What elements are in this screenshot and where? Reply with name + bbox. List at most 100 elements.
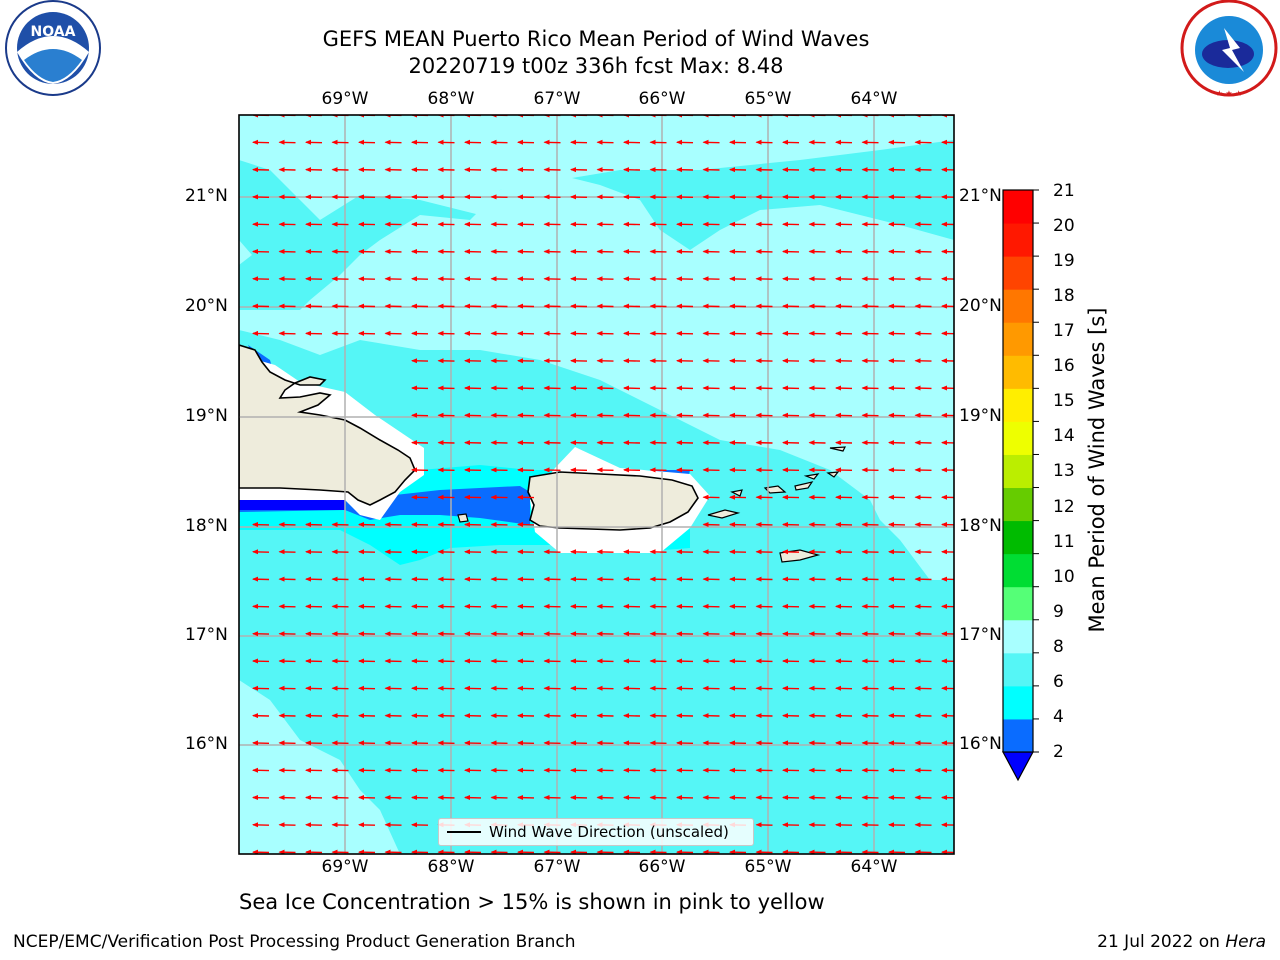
wave-direction-arrow <box>649 276 667 282</box>
wave-direction-arrow <box>490 167 508 173</box>
wave-direction-arrow <box>331 603 349 609</box>
wave-direction-arrow <box>490 276 508 282</box>
wave-direction-arrow <box>358 167 376 173</box>
wave-direction-arrow <box>305 795 323 800</box>
svg-text:★ ★ ★: ★ ★ ★ <box>1216 89 1243 98</box>
wave-direction-arrow <box>570 767 588 773</box>
wave-direction-arrow <box>490 194 508 200</box>
lat-label-right-16n: 16°N <box>959 734 1002 754</box>
colorbar-swatch <box>1003 553 1033 588</box>
wave-direction-arrow <box>702 849 720 854</box>
wave-direction-arrow <box>941 139 954 145</box>
wave-direction-arrow <box>782 139 800 145</box>
wave-direction-arrow <box>941 658 954 664</box>
wave-direction-arrow <box>914 522 932 527</box>
wave-direction-arrow <box>676 139 694 145</box>
colorbar-tick: 18 <box>1053 286 1075 306</box>
wave-direction-arrow <box>649 330 667 336</box>
wave-direction-arrow <box>517 467 535 473</box>
wave-direction-arrow <box>808 467 826 473</box>
wave-direction-arrow <box>782 685 800 691</box>
wave-direction-arrow <box>835 276 853 282</box>
wave-direction-arrow <box>861 167 879 173</box>
wave-direction-arrow <box>835 822 853 828</box>
wave-direction-arrow <box>835 330 853 336</box>
wave-direction-arrow <box>649 767 667 773</box>
wave-direction-arrow <box>252 303 270 309</box>
wave-direction-arrow <box>941 522 954 527</box>
wave-direction-arrow <box>331 139 349 145</box>
wave-direction-arrow <box>411 767 429 773</box>
wave-direction-arrow <box>517 549 535 555</box>
wave-direction-arrow <box>596 276 614 282</box>
wave-direction-arrow <box>252 795 270 800</box>
colorbar-swatch <box>1003 355 1033 389</box>
wave-direction-arrow <box>570 631 588 637</box>
wave-direction-arrow <box>782 603 800 609</box>
wave-direction-arrow <box>490 576 508 582</box>
wave-direction-arrow <box>331 822 349 828</box>
wave-direction-arrow <box>331 849 349 854</box>
wave-direction-arrow <box>596 795 614 800</box>
wave-direction-arrow <box>729 276 747 282</box>
wave-direction-arrow <box>914 631 932 637</box>
wave-direction-arrow <box>808 795 826 800</box>
wave-direction-arrow <box>464 603 482 609</box>
wave-direction-arrow <box>676 385 694 391</box>
colorbar-tick: 6 <box>1053 672 1064 692</box>
wave-direction-arrow <box>517 685 535 691</box>
colorbar-swatch <box>1003 454 1033 489</box>
lon-label-bottom-68w: 68°W <box>427 857 475 877</box>
wave-direction-arrow <box>437 713 455 719</box>
wave-direction-arrow <box>411 221 429 227</box>
wave-direction-arrow <box>543 767 561 773</box>
wave-direction-arrow <box>543 358 561 364</box>
wave-direction-arrow <box>464 358 482 364</box>
wave-direction-arrow <box>755 658 773 664</box>
wave-direction-arrow <box>437 658 455 664</box>
wave-direction-arrow <box>941 276 954 282</box>
wave-direction-arrow <box>358 330 376 336</box>
wave-direction-arrow <box>623 194 641 200</box>
wave-direction-arrow <box>649 221 667 227</box>
wave-direction-arrow <box>623 303 641 309</box>
wave-direction-arrow <box>252 221 270 227</box>
wave-direction-arrow <box>941 740 954 746</box>
wave-direction-arrow <box>888 740 906 746</box>
wave-direction-arrow <box>464 440 482 446</box>
wave-direction-arrow <box>861 549 879 555</box>
wave-direction-arrow <box>835 385 853 391</box>
wave-direction-arrow <box>252 631 270 637</box>
wave-direction-arrow <box>888 358 906 364</box>
wave-direction-arrow <box>517 330 535 336</box>
wave-direction-arrow <box>570 740 588 746</box>
wave-direction-arrow <box>464 303 482 309</box>
wave-direction-arrow <box>729 385 747 391</box>
wave-direction-arrow <box>888 194 906 200</box>
colorbar-swatch <box>1003 652 1033 687</box>
wave-direction-arrow <box>278 658 296 664</box>
graticule <box>239 115 954 854</box>
wave-direction-arrow <box>888 849 906 854</box>
wave-direction-arrow <box>729 221 747 227</box>
lon-label-top-65w: 65°W <box>744 89 792 109</box>
lon-label-bottom-66w: 66°W <box>638 857 686 877</box>
wave-direction-arrow <box>437 249 455 254</box>
wave-direction-arrow <box>384 249 402 254</box>
wave-direction-arrow <box>490 795 508 800</box>
wave-direction-arrow <box>384 713 402 719</box>
wave-direction-arrow <box>331 221 349 227</box>
colorbar-swatch <box>1003 223 1033 257</box>
wave-direction-arrow <box>729 249 747 254</box>
st-croix-island <box>779 549 821 563</box>
wave-direction-arrow <box>888 713 906 719</box>
wave-direction-arrow <box>888 139 906 145</box>
wave-direction-arrow <box>490 494 508 500</box>
wave-direction-arrow <box>888 658 906 664</box>
wave-direction-arrow <box>861 412 879 418</box>
wave-direction-arrow <box>755 576 773 582</box>
wave-direction-arrow <box>384 167 402 173</box>
wave-direction-arrow <box>782 412 800 418</box>
wave-direction-arrow <box>623 249 641 254</box>
wave-direction-arrow <box>305 740 323 746</box>
